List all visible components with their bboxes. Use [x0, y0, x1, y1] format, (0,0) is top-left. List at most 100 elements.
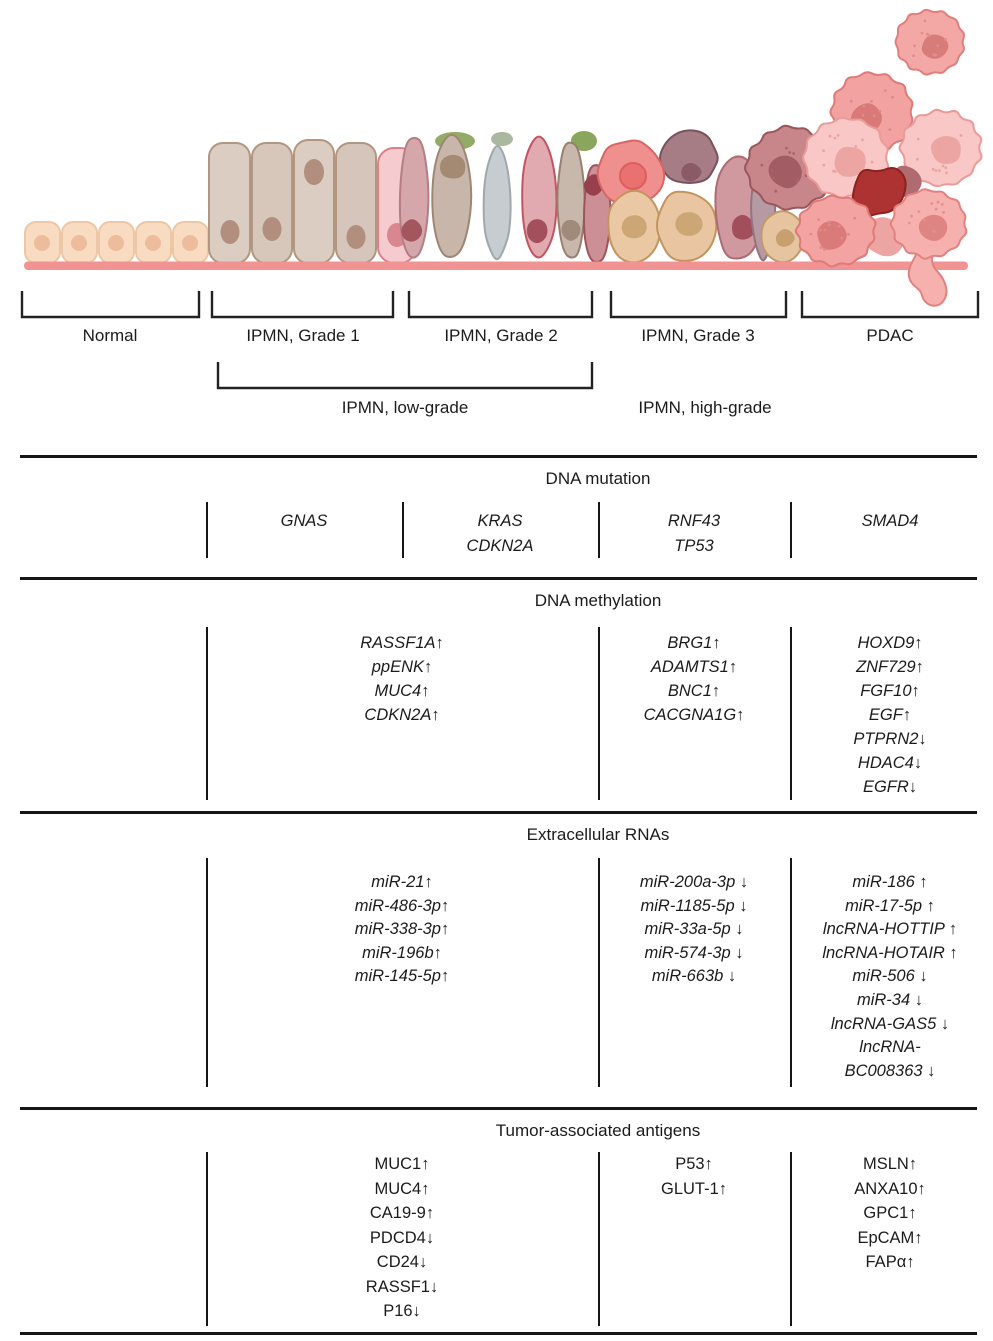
- marker-item: FGF10↑: [860, 682, 920, 700]
- marker-item: CD24↓: [376, 1253, 428, 1271]
- marker-item: CDKN2A: [466, 537, 534, 555]
- rule-line: [20, 455, 977, 458]
- column-divider: [598, 1152, 600, 1326]
- marker-item: MUC4↑: [374, 682, 430, 700]
- marker-item: miR-663b ↓: [651, 967, 737, 986]
- marker-item: PDCD4↓: [369, 1228, 435, 1247]
- marker-item: MUC4↑: [374, 1179, 430, 1198]
- normal-cells: [24, 221, 209, 264]
- methylation-col-pdac: HOXD9↑ ZNF729↑ FGF10↑ EGF↑ PTPRN2↓ HDAC4…: [795, 631, 985, 799]
- marker-item: EpCAM↑: [857, 1228, 923, 1247]
- bracket-ipmn3: [609, 291, 788, 319]
- mutation-col-pdac: SMAD4: [795, 509, 985, 534]
- rna-col-pdac: miR-186 ↑ miR-17-5p ↑ lncRNA-HOTTIP ↑ ln…: [795, 871, 985, 1083]
- cell-nucleus: [145, 235, 161, 251]
- cell-nucleus: [681, 163, 702, 182]
- marker-item: ZNF729↑: [856, 658, 924, 676]
- marker-item: miR-486-3p↑: [354, 896, 450, 915]
- stage-label-pdac: PDAC: [866, 326, 914, 345]
- marker-item: lncRNA-HOTAIR ↑: [822, 943, 958, 962]
- marker-item: KRAS: [477, 512, 523, 530]
- column-divider: [790, 502, 792, 558]
- column-divider: [206, 627, 208, 800]
- stage-label-normal: Normal: [82, 326, 138, 345]
- cell-nucleus: [401, 219, 423, 242]
- group-label-highgrade: IPMN, high-grade: [638, 398, 772, 417]
- cell-speckles: [907, 200, 945, 233]
- marker-item: lncRNA-HOTTIP ↑: [822, 920, 958, 939]
- column-divider: [790, 1152, 792, 1326]
- cell-nucleus: [561, 219, 581, 241]
- section-title-dna-mutation: DNA mutation: [545, 469, 651, 488]
- marker-item: miR-17-5p ↑: [845, 896, 935, 915]
- cell-nucleus: [918, 214, 948, 241]
- cell-nucleus: [921, 34, 949, 59]
- marker-item: CACGNA1G↑: [643, 706, 745, 724]
- rule-line: [20, 1332, 977, 1335]
- marker-item: ANXA10↑: [854, 1179, 926, 1198]
- cell-speckles: [912, 19, 947, 58]
- cell-nucleus: [34, 235, 50, 251]
- cell-nucleus: [817, 220, 847, 250]
- basement-membrane: [24, 261, 968, 270]
- stage-label-ipmn3: IPMN, Grade 3: [641, 326, 755, 345]
- marker-item: HOXD9↑: [857, 634, 923, 652]
- stage-label-ipmn1: IPMN, Grade 1: [246, 326, 360, 345]
- mutation-col-grade2: KRAS CDKN2A: [410, 509, 590, 559]
- marker-item: EGF↑: [868, 706, 912, 724]
- progression-illustration: [20, 8, 983, 390]
- marker-item: SMAD4: [861, 512, 919, 530]
- marker-item: CA19-9↑: [369, 1204, 435, 1222]
- marker-item: MUC1↑: [374, 1155, 430, 1173]
- pdac-cells: [744, 8, 983, 307]
- cell-nucleus: [768, 155, 802, 189]
- marker-item: BC008363 ↓: [844, 1061, 936, 1080]
- cell: [431, 133, 473, 258]
- column-divider: [402, 502, 404, 558]
- marker-item: GLUT-1↑: [660, 1179, 728, 1198]
- methylation-col-lowgrade: RASSF1A↑ ppENK↑ MUC4↑ CDKN2A↑: [212, 631, 592, 727]
- column-divider: [206, 502, 208, 558]
- cell-speckles: [809, 216, 857, 251]
- antigen-col-lowgrade: MUC1↑ MUC4↑ CA19-9↑ PDCD4↓ CD24↓ RASSF1↓…: [212, 1152, 592, 1324]
- marker-item: ADAMTS1↑: [650, 658, 738, 676]
- rna-col-grade3: miR-200a-3p ↓ miR-1185-5p ↓ miR-33a-5p ↓…: [604, 871, 784, 989]
- cell-nucleus: [108, 235, 124, 251]
- ipmn1-cells: [208, 139, 417, 264]
- cell-nucleus: [71, 235, 87, 251]
- mutation-col-grade3: RNF43 TP53: [604, 509, 784, 559]
- marker-item: ppENK↑: [371, 658, 433, 676]
- methylation-col-grade3: BRG1↑ ADAMTS1↑ BNC1↑ CACGNA1G↑: [604, 631, 784, 727]
- marker-item: miR-145-5p↑: [354, 967, 450, 986]
- invading-cell-process: [907, 246, 948, 307]
- cell-speckles: [849, 89, 894, 142]
- cell-nucleus: [262, 217, 282, 241]
- cell: [482, 145, 512, 261]
- column-divider: [598, 858, 600, 1087]
- cell-nucleus: [526, 219, 548, 244]
- stage-brackets: [20, 291, 980, 390]
- marker-item: P16↓: [383, 1302, 421, 1320]
- marker-item: CDKN2A↑: [364, 706, 440, 724]
- marker-item: RASSF1↓: [365, 1277, 439, 1296]
- marker-item: RASSF1A↑: [360, 634, 444, 652]
- marker-item: miR-506 ↓: [852, 967, 928, 986]
- marker-item: RNF43: [667, 512, 721, 530]
- cell-nucleus: [621, 215, 647, 239]
- marker-item: FAPα↑: [865, 1253, 915, 1271]
- cell-nucleus: [619, 162, 647, 190]
- marker-item: EGFR↓: [862, 778, 918, 796]
- cell: [659, 129, 719, 185]
- column-divider: [790, 627, 792, 800]
- rule-line: [20, 811, 977, 814]
- stage-label-ipmn2: IPMN, Grade 2: [444, 326, 558, 345]
- marker-item: miR-21↑: [371, 873, 433, 891]
- marker-item: P53↑: [675, 1155, 713, 1173]
- marker-item: miR-33a-5p ↓: [644, 920, 744, 939]
- column-divider: [598, 627, 600, 800]
- rna-col-lowgrade: miR-21↑ miR-486-3p↑ miR-338-3p↑ miR-196b…: [212, 871, 592, 989]
- cell: [851, 167, 907, 218]
- cell-nucleus: [304, 159, 324, 185]
- cell-nucleus: [775, 229, 795, 247]
